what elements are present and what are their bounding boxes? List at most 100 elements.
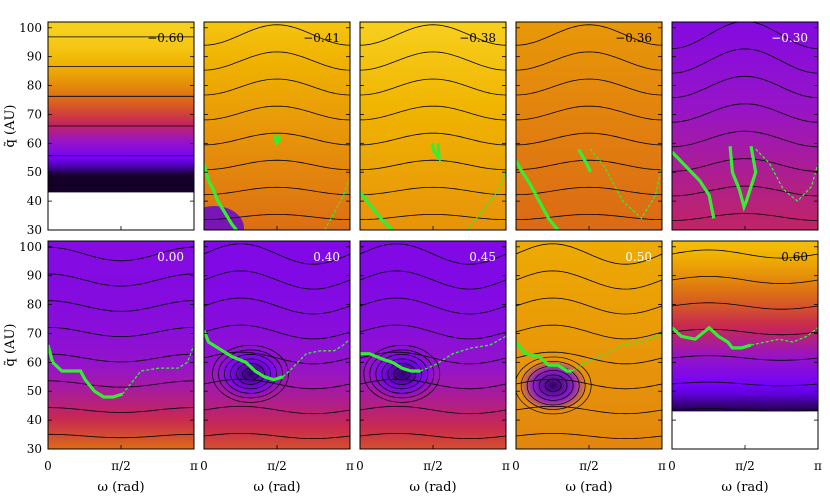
panel-1: −0.60: [47, 21, 195, 231]
contour: [516, 356, 592, 415]
heatmap-6: [48, 241, 194, 449]
contour: [363, 345, 441, 403]
x-tick-label: π: [658, 459, 666, 473]
x-tick-label: π: [190, 459, 198, 473]
contour-line: [360, 186, 506, 196]
contour: [532, 370, 574, 401]
contour-line: [516, 132, 662, 146]
contour-line: [360, 214, 506, 220]
contour-line: [672, 328, 818, 336]
green-dashed-curve: [750, 327, 818, 346]
x-tick-label: 0: [200, 459, 208, 473]
panel-4: −0.36: [515, 21, 663, 231]
heatmap-8: [360, 241, 506, 449]
contour-line: [516, 159, 662, 171]
contour-line: [204, 378, 350, 390]
green-solid-curve: [516, 341, 572, 373]
panel-label: −0.38: [459, 31, 496, 45]
contour-line: [516, 78, 662, 96]
heatmap-2: [204, 22, 350, 230]
contour-line: [48, 380, 194, 388]
dark-region: [204, 206, 244, 230]
green-solid-curve-b: [728, 145, 758, 212]
contour-line: [516, 351, 662, 365]
contour-line: [672, 48, 818, 74]
contour-line: [516, 24, 662, 46]
panels-group: −0.60 −0.41 −0.38 −0.36 −0.30 0.00 0.40 0.45 0.5…: [47, 21, 819, 450]
heatmap-5: [672, 22, 818, 230]
contour-line: [360, 78, 506, 96]
contour-line: [48, 327, 194, 337]
contour-line: [672, 185, 818, 197]
green-solid-curve: [516, 159, 560, 230]
contour-line: [672, 355, 818, 361]
x-axis-label: ω (rad): [97, 480, 144, 495]
green-solid-curve-b: [577, 148, 592, 173]
contour-line: [672, 276, 818, 284]
contour-line: [516, 297, 662, 315]
panel-10: 0.60: [671, 240, 819, 450]
x-tick-label: π: [814, 459, 822, 473]
contour-line: [360, 378, 506, 390]
contour-line: [516, 378, 662, 390]
y-tick-label: 50: [27, 384, 42, 398]
x-tick-label: π/2: [423, 459, 443, 473]
contour-line: [204, 105, 350, 121]
y-tick-label: 60: [27, 355, 42, 369]
empty-region: [672, 411, 818, 449]
x-tick-label: 0: [356, 459, 364, 473]
contour: [218, 349, 283, 399]
contour-line: [360, 405, 506, 415]
y-axis-label: q̃ (AU): [3, 105, 18, 148]
x-tick-label: π: [502, 459, 510, 473]
contour-line: [204, 270, 350, 290]
heatmap-9: [516, 241, 662, 449]
x-tick-label: π/2: [111, 459, 131, 473]
green-solid-curve: [672, 325, 752, 350]
heatmap-4: [516, 22, 662, 230]
panel-label: −0.60: [147, 31, 184, 45]
contour-line: [360, 51, 506, 71]
heatmap-7: [204, 241, 350, 449]
green-solid-curve-b: [273, 134, 282, 147]
panel-7: 0.40: [203, 240, 351, 450]
heatmap-3: [360, 22, 506, 230]
panel-label: 0.50: [625, 250, 652, 264]
contour: [236, 363, 265, 385]
contour-line: [672, 158, 818, 172]
empty-region: [48, 192, 194, 230]
contour-line: [360, 351, 506, 365]
green-dashed-curve: [466, 171, 506, 230]
contour-line: [516, 433, 662, 439]
contour-line: [204, 24, 350, 46]
contour-line: [516, 405, 662, 415]
contour-line: [360, 24, 506, 46]
contour: [520, 361, 586, 410]
green-solid-curve: [672, 150, 716, 219]
x-tick-label: 0: [668, 459, 676, 473]
panel-5: −0.30: [671, 21, 819, 231]
y-tick-label: 70: [27, 107, 42, 121]
contour-line: [204, 159, 350, 171]
y-tick-label: 80: [27, 79, 42, 93]
contour-line: [516, 243, 662, 265]
contour-line: [672, 22, 818, 49]
y-tick-label: 60: [27, 136, 42, 150]
contour-line: [360, 105, 506, 121]
panel-6: 0.00: [47, 240, 195, 450]
green-dashed-curve: [121, 344, 194, 395]
green-solid-curve: [204, 163, 238, 230]
vortex-core-7: [216, 347, 285, 400]
panel-label: −0.30: [771, 31, 808, 45]
panel-label: 0.00: [157, 250, 184, 264]
green-dashed-curve: [420, 335, 506, 372]
panel-9: 0.50: [515, 240, 663, 450]
green-solid-curve-b: [430, 142, 441, 163]
contour: [224, 354, 277, 394]
contour-line: [672, 249, 818, 259]
green-solid-curve: [360, 191, 394, 230]
contour-line: [48, 246, 194, 262]
x-tick-label: π: [346, 459, 354, 473]
y-tick-label: 40: [27, 413, 42, 427]
x-axis-label: ω (rad): [721, 480, 768, 495]
